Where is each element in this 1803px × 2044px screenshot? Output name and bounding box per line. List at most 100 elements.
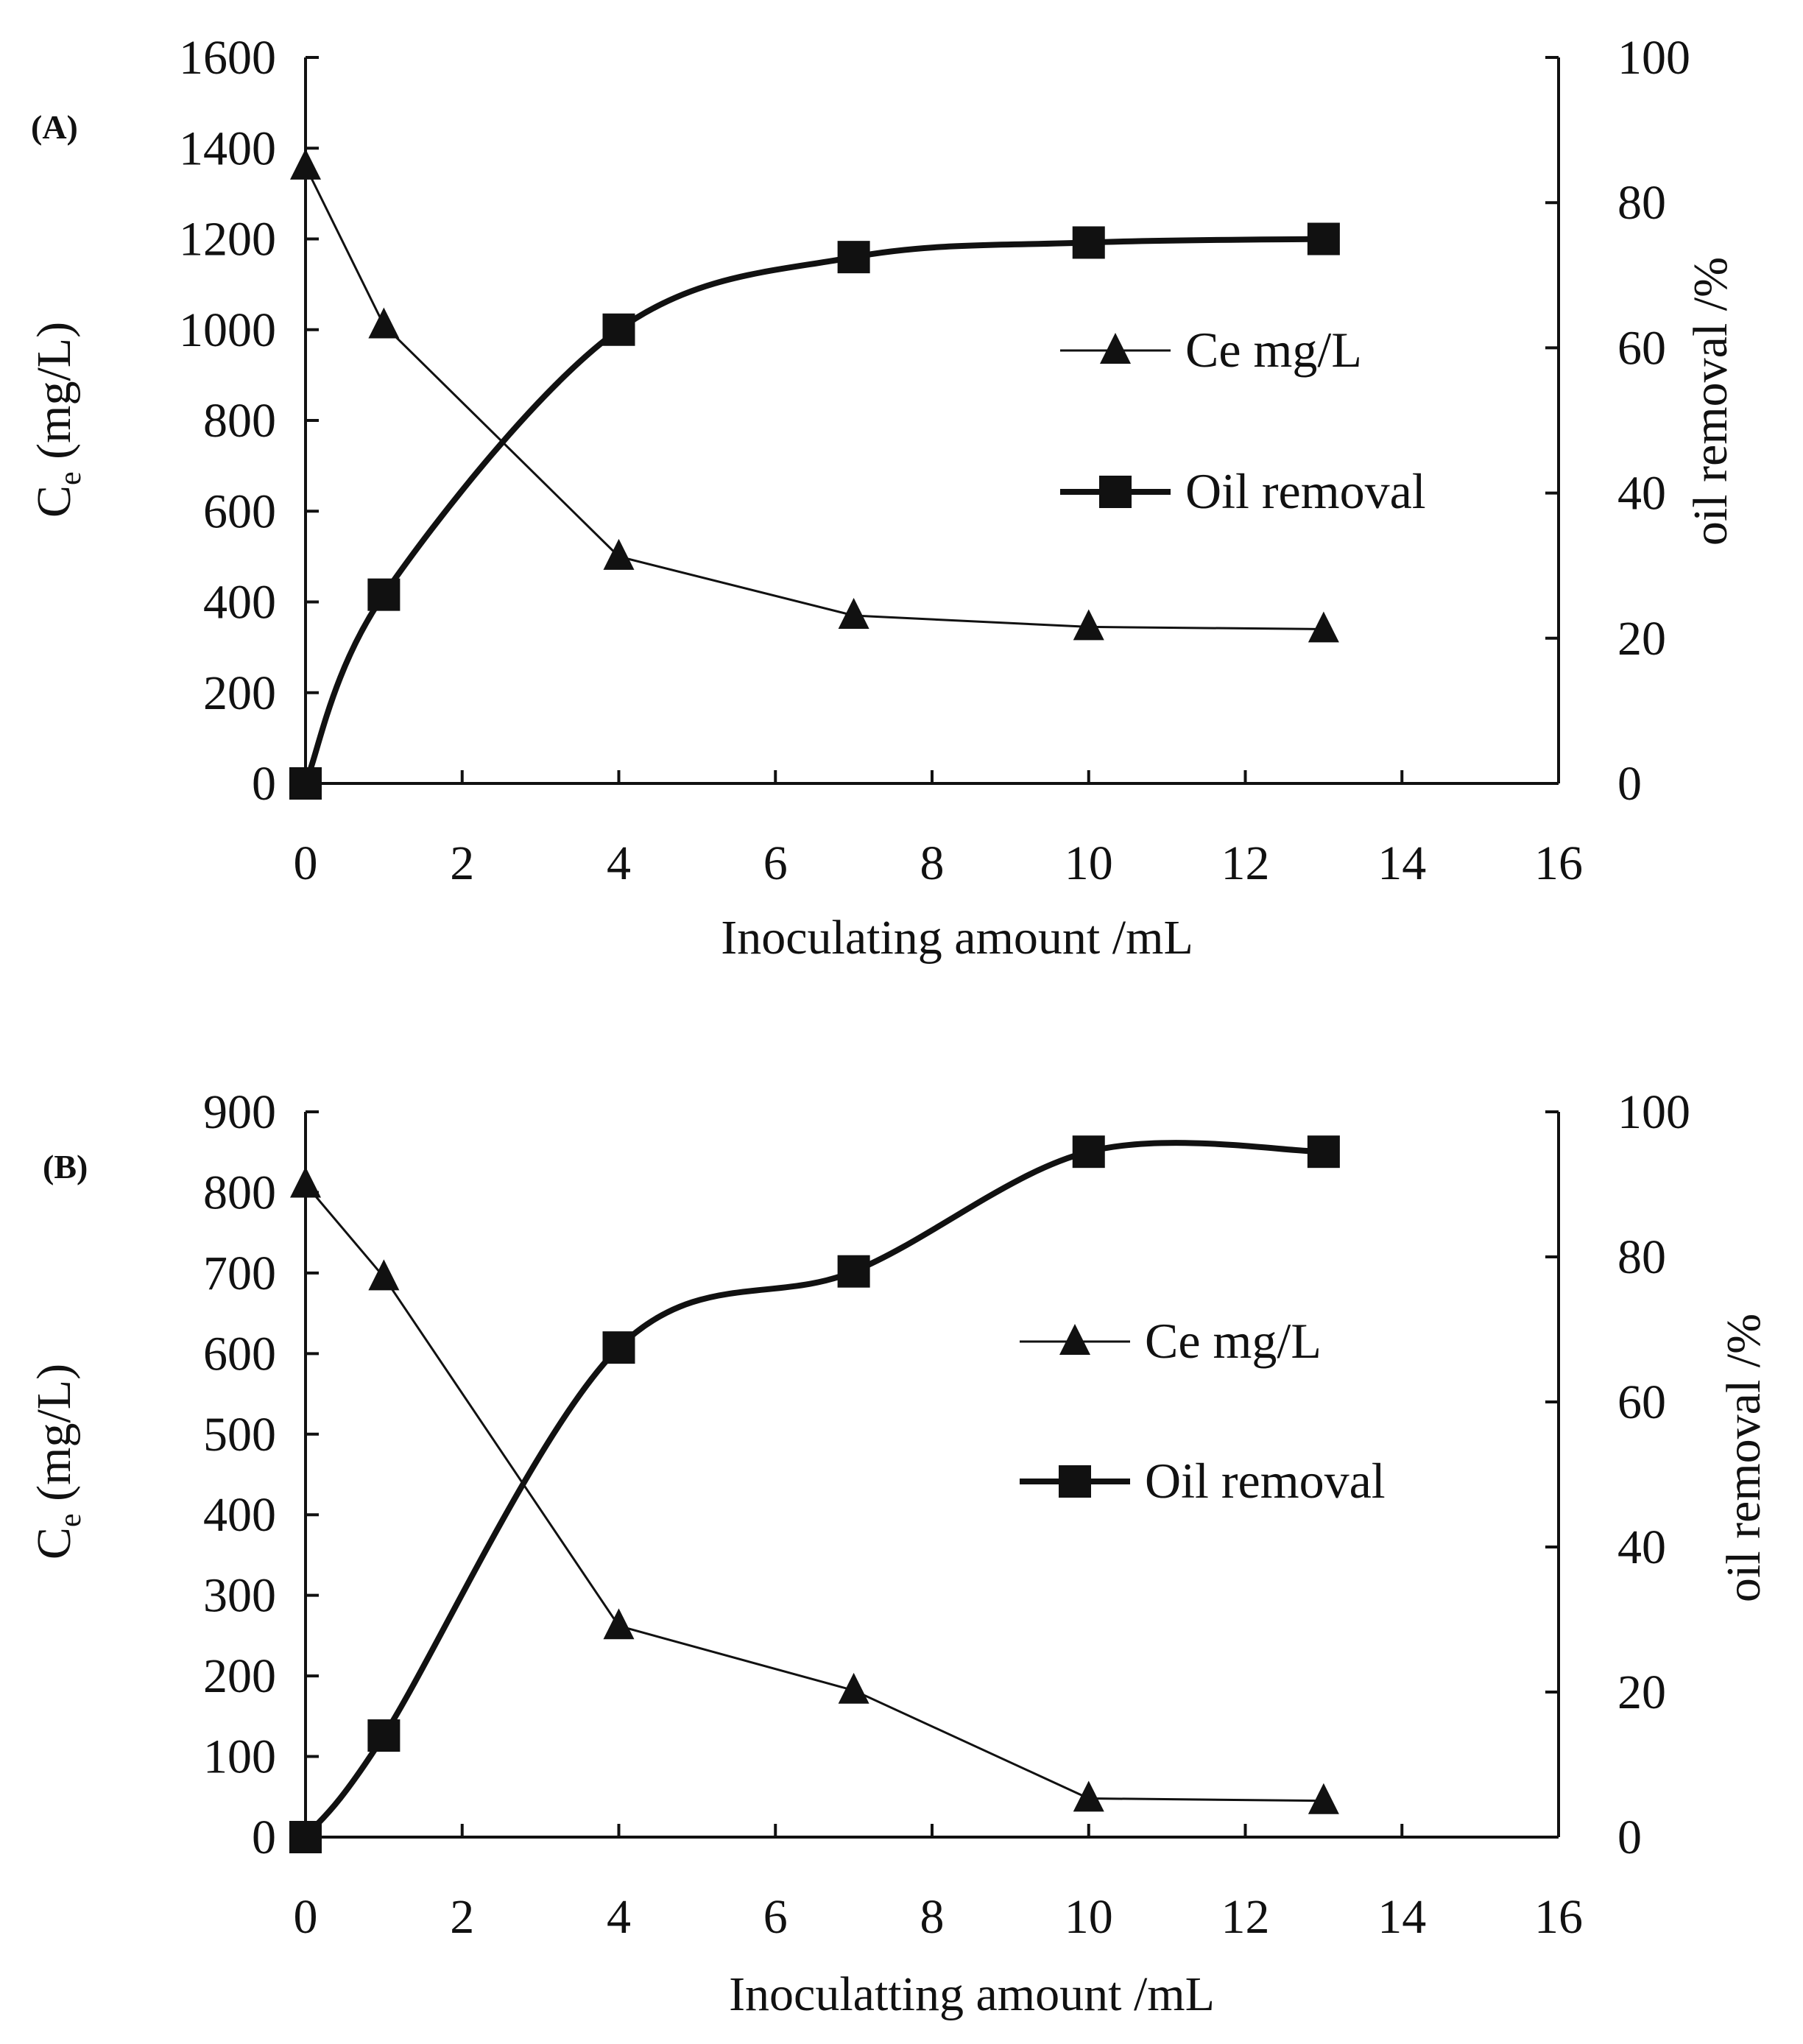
oil-removal-point xyxy=(602,313,635,346)
x-tick-label: 0 xyxy=(294,1890,318,1944)
y2-tick-label: 60 xyxy=(1617,321,1666,375)
y2-tick-label: 40 xyxy=(1617,467,1666,521)
y-tick-label: 400 xyxy=(203,576,276,630)
ce-line xyxy=(304,1183,1324,1802)
x-tick-label: 2 xyxy=(450,836,474,890)
ce-point xyxy=(603,538,635,570)
x-tick-label: 16 xyxy=(1534,1890,1583,1944)
x-tick-label: 4 xyxy=(607,1890,631,1944)
oil-removal-point xyxy=(1307,222,1340,256)
panel-label: (B) xyxy=(43,1148,88,1185)
y-tick-label: 400 xyxy=(203,1488,276,1542)
y-tick-label: 1200 xyxy=(179,213,276,267)
oil-removal-point xyxy=(367,1719,401,1752)
y-axis-title-symbol: C xyxy=(27,1527,81,1560)
y-tick-label: 0 xyxy=(252,1811,276,1864)
oil-removal-line xyxy=(303,236,1324,785)
x-axis-title: Inoculatting amount /mL xyxy=(729,1967,1215,2021)
legend-triangle-marker xyxy=(1059,1324,1090,1355)
chart-panel-b: 0100200300400500600700800900020406080100… xyxy=(27,1085,1771,2021)
y-tick-label: 800 xyxy=(203,394,276,448)
legend-label: Ce mg/L xyxy=(1185,322,1362,378)
legend-square-marker xyxy=(1099,476,1132,508)
y-axis-title: Ce (mg/L) xyxy=(27,322,88,518)
panel-label: (A) xyxy=(31,108,78,146)
y-tick-label: 900 xyxy=(203,1085,276,1139)
y-tick-label: 300 xyxy=(203,1569,276,1623)
oil-removal-point xyxy=(1072,1135,1105,1169)
chart-panel-a: 0200400600800100012001400160002040608010… xyxy=(27,31,1737,965)
y-tick-label: 0 xyxy=(252,757,276,811)
y2-tick-label: 80 xyxy=(1617,1230,1666,1284)
ce-point xyxy=(1308,1783,1339,1814)
x-tick-label: 6 xyxy=(763,836,788,890)
y2-tick-label: 60 xyxy=(1617,1375,1666,1429)
y-tick-label: 200 xyxy=(203,1649,276,1703)
oil-removal-point xyxy=(837,241,870,274)
x-tick-label: 0 xyxy=(294,836,318,890)
oil-removal-point xyxy=(1307,1135,1340,1169)
ce-point xyxy=(290,1166,321,1198)
x-tick-label: 12 xyxy=(1221,1890,1270,1944)
y2-tick-label: 100 xyxy=(1617,31,1690,85)
y-tick-label: 200 xyxy=(203,666,276,720)
y2-tick-label: 80 xyxy=(1617,176,1666,230)
y-tick-label: 1000 xyxy=(179,303,276,357)
x-tick-label: 6 xyxy=(763,1890,788,1944)
ce-point xyxy=(290,148,321,180)
y2-tick-label: 20 xyxy=(1617,612,1666,666)
x-tick-label: 14 xyxy=(1377,1890,1426,1944)
legend-triangle-marker xyxy=(1100,333,1131,364)
oil-removal-point xyxy=(367,578,401,611)
y-axis-title: Ce (mg/L) xyxy=(27,1364,88,1560)
y2-axis-title: oil removal /% xyxy=(1684,257,1737,546)
x-tick-label: 8 xyxy=(920,836,945,890)
y-axis-title-subscript: e xyxy=(54,1513,88,1527)
x-tick-label: 4 xyxy=(607,836,631,890)
ce-point xyxy=(368,1259,400,1291)
y2-tick-label: 40 xyxy=(1617,1520,1666,1574)
x-tick-label: 10 xyxy=(1065,1890,1113,1944)
x-axis-title: Inoculating amount /mL xyxy=(721,911,1193,965)
ce-point xyxy=(838,598,869,629)
oil-removal-point xyxy=(289,767,322,800)
y-axis-title-subscript: e xyxy=(54,471,88,485)
y-tick-label: 600 xyxy=(203,484,276,538)
y-tick-label: 100 xyxy=(203,1730,276,1784)
y2-tick-label: 0 xyxy=(1617,1811,1642,1864)
legend-square-marker xyxy=(1059,1465,1091,1498)
y2-tick-label: 100 xyxy=(1617,1085,1690,1139)
x-tick-label: 8 xyxy=(920,1890,945,1944)
oil-removal-point xyxy=(837,1255,870,1288)
ce-point xyxy=(603,1608,635,1640)
ce-point xyxy=(368,307,400,339)
y-axis-title-unit: (mg/L) xyxy=(27,322,81,471)
ce-point xyxy=(1073,1780,1104,1812)
x-tick-label: 14 xyxy=(1377,836,1426,890)
x-tick-label: 16 xyxy=(1534,836,1583,890)
y2-tick-label: 20 xyxy=(1617,1666,1666,1719)
oil-removal-point xyxy=(602,1331,635,1364)
ce-line xyxy=(304,166,1324,630)
y-tick-label: 500 xyxy=(203,1408,276,1462)
ce-point xyxy=(1308,611,1339,643)
y2-tick-label: 0 xyxy=(1617,757,1642,811)
oil-removal-point xyxy=(289,1821,322,1853)
y-tick-label: 700 xyxy=(203,1247,276,1300)
legend-label: Oil removal xyxy=(1145,1453,1386,1509)
x-tick-label: 12 xyxy=(1221,836,1270,890)
legend-label: Oil removal xyxy=(1185,463,1426,519)
y-tick-label: 1400 xyxy=(179,121,276,175)
y-tick-label: 1600 xyxy=(179,31,276,85)
x-tick-label: 2 xyxy=(450,1890,474,1944)
legend-label: Ce mg/L xyxy=(1145,1313,1322,1369)
oil-removal-point xyxy=(1072,226,1105,259)
y-axis-title-symbol: C xyxy=(27,485,81,518)
ce-point xyxy=(838,1672,869,1704)
y-tick-label: 600 xyxy=(203,1327,276,1381)
ce-point xyxy=(1073,609,1104,641)
y-axis-title-unit: (mg/L) xyxy=(27,1364,81,1513)
y2-axis-title: oil removal /% xyxy=(1717,1314,1771,1602)
x-tick-label: 10 xyxy=(1065,836,1113,890)
